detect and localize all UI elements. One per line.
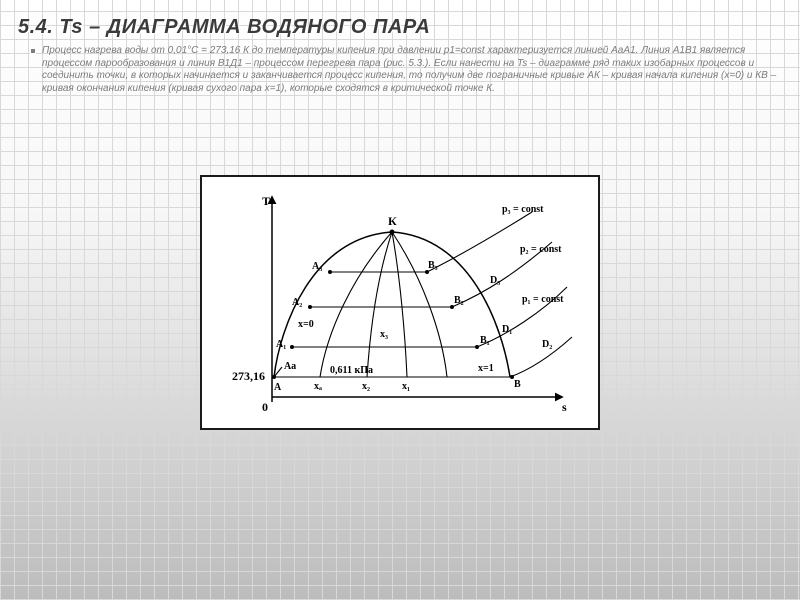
- pt-xa: xₐ: [314, 381, 322, 392]
- p-triple-label: 0,611 кПа: [330, 365, 373, 376]
- p3-label: p₃ = const: [502, 204, 544, 215]
- x-curve-3: [392, 232, 447, 377]
- x-curve-1: [367, 232, 392, 377]
- p2-label: p₂ = const: [520, 244, 562, 255]
- pt-A1: А₁: [276, 339, 286, 350]
- pt-D3: D₃: [490, 275, 500, 286]
- ts-diagram-svg: T s 0 273,16 К x=0 x=1 p₃ = const p₂ = c…: [202, 177, 598, 428]
- x1-label: x=1: [478, 363, 494, 374]
- pt-D1: D₁: [502, 324, 512, 335]
- description-text: Процесс нагрева воды от 0,01°C = 273,16 …: [42, 45, 776, 94]
- x-curve-a: [320, 232, 392, 377]
- pt-A2: А₂: [292, 297, 302, 308]
- pt-D2: D₂: [542, 339, 552, 350]
- key-points: [272, 230, 514, 380]
- x0-label: x=0: [298, 319, 314, 330]
- slide-title: 5.4. Ts – ДИАГРАММА ВОДЯНОГО ПАРА: [18, 16, 782, 39]
- pt-B2: В₂: [454, 295, 464, 306]
- pt-x1: x₁: [402, 381, 410, 392]
- ts-diagram-figure: T s 0 273,16 К x=0 x=1 p₃ = const p₂ = c…: [200, 175, 600, 430]
- pt-A3: А₃: [312, 261, 322, 272]
- pt-B: В: [514, 379, 521, 390]
- pt-x3: x₃: [380, 329, 388, 340]
- pt-Aa: Аа: [284, 361, 296, 372]
- K-label: К: [388, 214, 397, 228]
- p1-label: p₁ = const: [522, 294, 564, 305]
- y-axis-label: T: [262, 194, 270, 208]
- pt-B3: В₃: [428, 260, 438, 271]
- t-base-label: 273,16: [232, 369, 265, 383]
- x-axis-label: s: [562, 400, 567, 414]
- isobar-base: [510, 337, 572, 377]
- pt-x2: x₂: [362, 381, 370, 392]
- origin-label: 0: [262, 400, 268, 414]
- pt-A: А: [274, 382, 282, 393]
- saturation-dome: [274, 232, 510, 377]
- slide-description: Процесс нагрева воды от 0,01°C = 273,16 …: [36, 45, 782, 95]
- isobar-p3: [427, 212, 532, 272]
- bullet-icon: [30, 48, 36, 54]
- pt-B1: В₁: [480, 335, 490, 346]
